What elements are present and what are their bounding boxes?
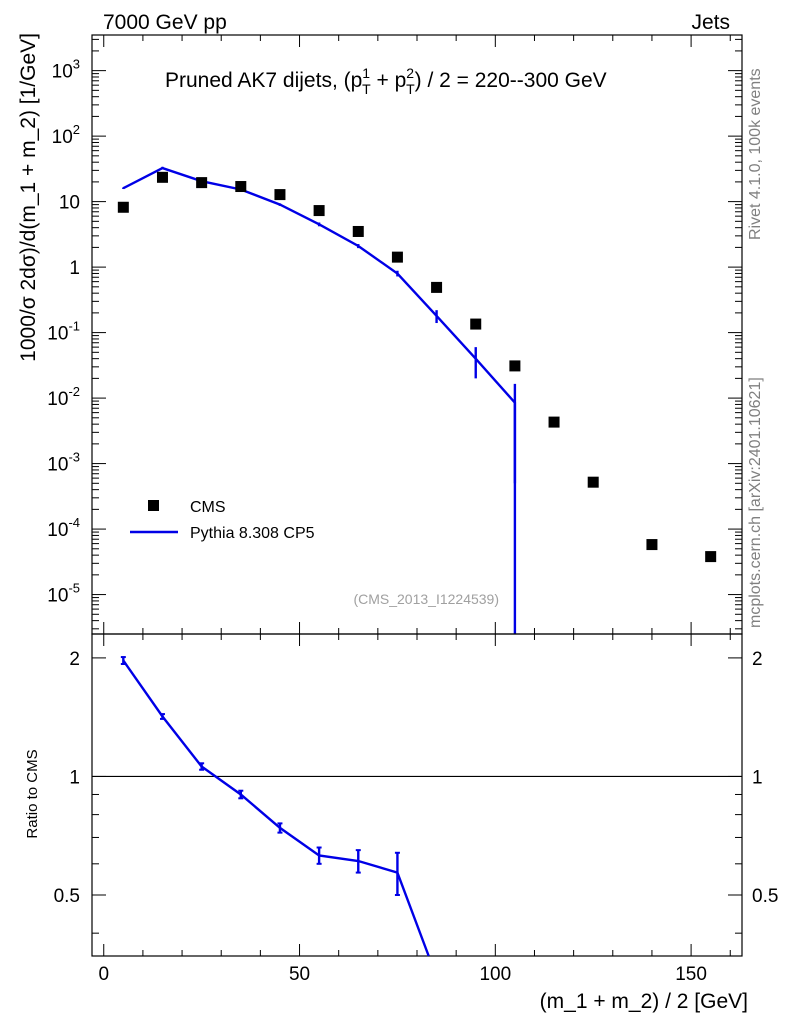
ratio-plot-panel: 0.5 0.5 1 1 2 2 0 50 100 150 Ratio to CMS (m_1 +… [24, 633, 779, 1013]
ratio-plot-frame [91, 633, 743, 957]
cms-point [509, 360, 521, 372]
cms-point [548, 416, 560, 428]
title-part-post: ) / 2 = 220--300 GeV [415, 69, 607, 92]
y-tick-label: 10-1 [47, 319, 80, 345]
title-part-mid: + p [371, 69, 407, 92]
ratio-plot-ticks [92, 634, 742, 956]
ratio-line [122, 659, 430, 957]
legend: CMS Pythia 8.308 CP5 [130, 499, 315, 542]
x-tick-label: 150 [675, 964, 707, 985]
x-axis-label: (m_1 + m_2) / 2 [GeV] [540, 990, 748, 1013]
x-tick-label: 50 [289, 964, 310, 985]
header-left: 7000 GeV pp [103, 11, 227, 34]
title-part-pre: Pruned AK7 dijets, (p [165, 69, 362, 92]
main-plot-title: Pruned AK7 dijets, (p1 T + p2 T) / 2 = 220… [165, 65, 607, 97]
title-sub-1: T [362, 81, 371, 97]
main-plot-ticks [92, 35, 742, 634]
ratio-y-tick-label-right: 0.5 [752, 886, 778, 907]
analysis-annotation: (CMS_2013_I1224539) [353, 591, 499, 607]
legend-label-cms: CMS [190, 499, 226, 516]
ratio-plot-y-axis-label: Ratio to CMS [24, 749, 41, 838]
title-sup-2: 2 [406, 65, 414, 81]
cms-point [117, 201, 129, 213]
cms-point [431, 281, 443, 293]
y-tick-label: 1 [69, 258, 80, 279]
title-sub-2: T [406, 81, 415, 97]
cms-point [235, 181, 247, 193]
y-tick-label: 10-5 [47, 581, 80, 607]
cms-point [705, 551, 717, 563]
main-plot-panel: 10-5 10-4 10-3 10-2 10-1 1 10 102 103 Pruned AK7… [17, 33, 743, 635]
y-tick-label: 103 [52, 57, 80, 83]
cms-point [156, 171, 168, 183]
y-tick-label: 10 [59, 193, 80, 214]
main-plot-y-tick-labels: 10-5 10-4 10-3 10-2 10-1 1 10 102 103 [47, 57, 80, 607]
main-plot-data [117, 166, 717, 634]
cms-point [587, 476, 599, 488]
ratio-y-tick-label: 2 [69, 649, 80, 670]
ratio-y-tick-label: 0.5 [54, 886, 80, 907]
cms-point [391, 251, 403, 263]
legend-marker-cms [148, 500, 159, 511]
ratio-y-tick-label: 1 [69, 767, 80, 788]
cms-point [313, 205, 325, 217]
x-tick-label: 100 [479, 964, 511, 985]
side-label-top: Rivet 4.1.0, 100k events [747, 68, 764, 240]
ratio-y-tick-label-right: 2 [752, 649, 763, 670]
legend-label-pythia: Pythia 8.308 CP5 [190, 525, 315, 542]
cms-point [274, 189, 286, 201]
side-label-bottom: mcplots.cern.ch [arXiv:2401.10621] [747, 377, 764, 628]
header-right: Jets [691, 11, 730, 34]
y-tick-label: 102 [52, 122, 80, 148]
y-tick-label: 10-3 [47, 450, 80, 476]
cms-point [470, 318, 482, 330]
pythia-line [122, 166, 517, 634]
ratio-plot-data [92, 656, 742, 957]
title-sup-1: 1 [362, 65, 370, 81]
cms-point [646, 539, 658, 551]
cms-point [196, 177, 208, 189]
ratio-y-tick-label-right: 1 [752, 767, 763, 788]
cms-point [352, 225, 364, 237]
main-plot-frame [91, 34, 743, 635]
ratio-plot-y-tick-labels: 0.5 0.5 1 1 2 2 [54, 649, 779, 907]
main-plot-y-axis-label: 1000/σ 2dσ)/d(m_1 + m_2) [1/GeV] [17, 33, 40, 362]
x-tick-label: 0 [98, 964, 109, 985]
y-tick-label: 10-4 [47, 515, 80, 541]
ratio-plot-x-tick-labels: 0 50 100 150 [98, 964, 706, 985]
y-tick-label: 10-2 [47, 384, 80, 410]
